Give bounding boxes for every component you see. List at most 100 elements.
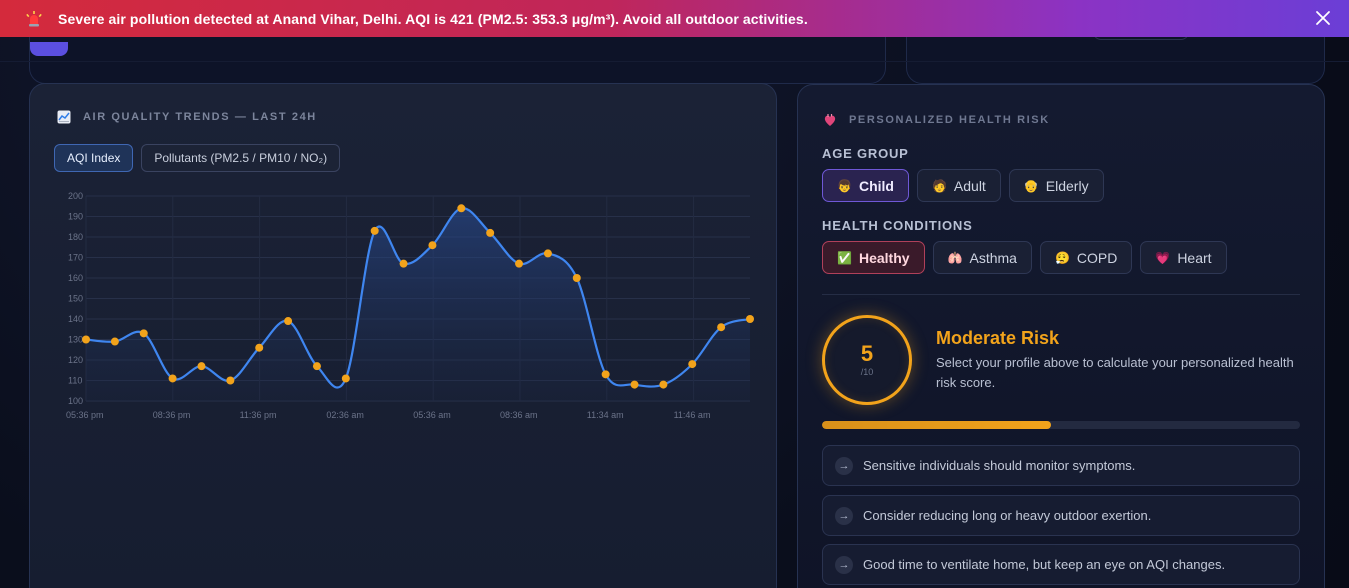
x-tick-label: 11:36 pm [240,410,277,420]
age-option-child[interactable]: 👦 Child [822,169,909,202]
health-conditions-label: HEALTH CONDITIONS [822,218,973,233]
aqi-data-point [543,249,552,258]
child-icon: 👦 [837,178,852,193]
elderly-icon: 👴 [1023,178,1039,193]
advice-item: → Good time to ventilate home, but keep … [822,544,1300,585]
alert-message: Severe air pollution detected at Anand V… [58,10,808,27]
arrow-right-icon: → [835,506,853,525]
x-tick-label: 05:36 am [413,410,451,420]
aqi-data-point [717,323,726,332]
pollution-alert-banner: Severe air pollution detected at Anand V… [0,0,1349,37]
aqi-trend-chart: 200 190 180 170 160 150 140 130 120 110 100 05:36 p… [66,191,754,420]
age-group-options: 👦 Child 🧑 Adult 👴 Elderly [822,169,1104,202]
aqi-data-point [370,226,379,235]
x-tick-label: 02:36 am [326,410,364,420]
aqi-data-point [226,376,235,385]
age-option-adult[interactable]: 🧑 Adult [916,169,1001,202]
x-tick-label: 08:36 pm [153,410,191,420]
header-card [29,30,886,84]
age-group-label: AGE GROUP [822,146,909,161]
heart-icon: 💗 [1155,250,1171,265]
advice-item: → Consider reducing long or heavy outdoo… [822,495,1300,536]
y-tick-label: 150 [68,294,83,304]
aqi-data-point [572,274,581,282]
aqi-data-point [630,380,639,389]
x-tick-label: 11:34 am [587,410,624,420]
app-logo [30,42,68,56]
aqi-data-point [688,360,697,369]
y-tick-label: 130 [68,335,83,345]
aqi-data-point [399,259,408,268]
chart-icon [57,110,71,124]
header-right-card [906,30,1325,84]
condition-asthma[interactable]: 🫁 Asthma [932,241,1032,274]
aqi-data-point [601,370,610,379]
arrow-right-icon: → [835,555,853,574]
y-tick-label: 140 [68,314,83,324]
risk-header: PERSONALIZED HEALTH RISK [823,113,1050,127]
health-risk-card: PERSONALIZED HEALTH RISK AGE GROUP 👦 Chi… [797,84,1325,588]
age-option-elderly[interactable]: 👴 Elderly [1008,169,1104,202]
condition-heart[interactable]: 💗 Heart [1140,241,1227,274]
advice-text: Good time to ventilate home, but keep an… [863,557,1226,572]
aqi-data-point [515,259,524,268]
y-tick-label: 120 [68,355,83,365]
advice-text: Consider reducing long or heavy outdoor … [863,508,1152,523]
tab-pollutants[interactable]: Pollutants (PM2.5 / PM10 / NO₂) [141,144,341,172]
aqi-data-point [255,343,264,352]
siren-icon [26,10,42,27]
y-tick-label: 110 [68,376,82,386]
aqi-data-point [457,204,466,213]
y-tick-label: 180 [68,232,83,242]
risk-description: Select your profile above to calculate y… [936,355,1294,390]
y-tick-label: 200 [68,191,83,201]
aqi-data-point [746,315,754,323]
tab-aqi-index[interactable]: AQI Index [54,144,134,172]
heart-organ-icon [823,113,837,127]
aqi-data-point [659,380,668,389]
y-tick-label: 100 [68,396,83,406]
aqi-data-point [110,337,119,346]
check-icon: ✅ [837,250,852,265]
aqi-data-point [82,335,90,344]
arrow-right-icon: → [835,456,853,475]
adult-icon: 🧑 [931,178,947,193]
section-divider [822,294,1300,295]
age-option-label: Elderly [1045,177,1089,194]
aqi-data-point [139,329,148,338]
aqi-data-point [486,228,495,237]
age-option-label: Child [858,177,894,194]
lungs-icon: 🫁 [947,250,963,265]
x-tick-label: 11:46 am [674,410,711,420]
risk-score-gauge: 5 /10 [822,315,912,405]
trend-tabs: AQI Index Pollutants (PM2.5 / PM10 / NO₂… [54,144,341,172]
health-condition-options: ✅ Healthy 🫁 Asthma 😮‍💨 COPD 💗 Heart [822,241,1227,274]
condition-copd[interactable]: 😮‍💨 COPD [1039,241,1133,274]
aqi-data-point [341,374,350,383]
condition-label: Heart [1177,249,1212,266]
condition-healthy[interactable]: ✅ Healthy [822,241,925,274]
exhale-face-icon: 😮‍💨 [1054,250,1070,265]
risk-progress-fill [822,421,1052,429]
risk-score: 5 [860,341,874,366]
y-tick-label: 170 [68,253,83,263]
age-option-label: Adult [953,177,986,194]
risk-score-max: /10 [860,367,874,377]
advice-text: Sensitive individuals should monitor sym… [863,458,1136,473]
trends-card: AIR QUALITY TRENDS — LAST 24H AQI Index … [29,83,777,588]
y-tick-label: 160 [68,273,83,283]
trends-title: AIR QUALITY TRENDS — LAST 24H [83,111,317,123]
trends-header: AIR QUALITY TRENDS — LAST 24H [57,110,317,124]
risk-progress-bar [822,421,1300,429]
close-icon[interactable] [1313,8,1333,28]
aqi-data-point [428,241,437,250]
risk-title: PERSONALIZED HEALTH RISK [849,114,1050,126]
divider [0,61,1349,62]
advice-item: → Sensitive individuals should monitor s… [822,445,1300,486]
condition-label: Healthy [858,249,910,266]
condition-label: Asthma [969,249,1017,266]
aqi-data-point [312,362,321,371]
condition-label: COPD [1076,249,1118,266]
aqi-data-point [284,317,293,326]
aqi-area-fill [86,208,750,401]
